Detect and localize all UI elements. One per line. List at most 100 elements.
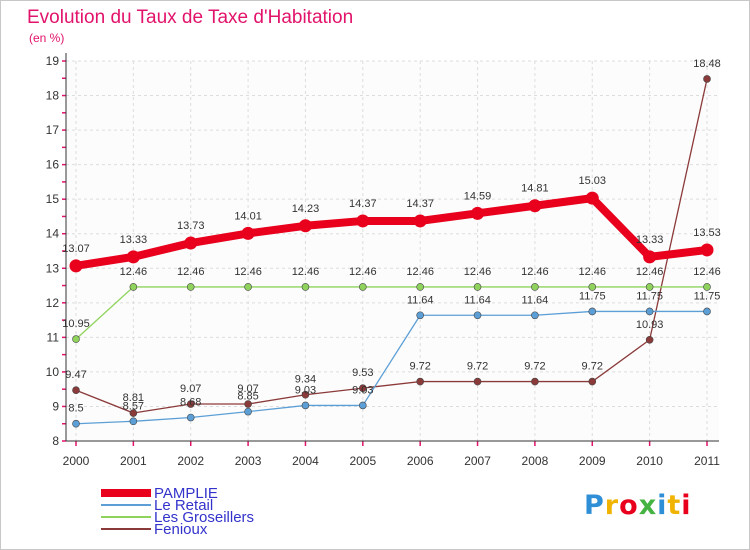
data-point (645, 307, 654, 316)
x-tick-label: 2008 (522, 454, 549, 468)
data-label: 13.33 (636, 234, 664, 246)
x-tick-label: 2009 (579, 454, 606, 468)
data-label: 14.23 (292, 203, 320, 215)
data-label: 9.53 (352, 367, 373, 379)
data-label: 12.46 (636, 266, 664, 278)
data-point (416, 311, 424, 320)
data-label: 9.72 (524, 361, 545, 373)
data-label: 9.72 (582, 361, 603, 373)
data-label: 9.07 (180, 383, 201, 395)
axis-layer: 8 9 10 11 12 13 14 15 16 17 18 19 2000 2001 2002 2003 20… (46, 53, 720, 468)
data-label: 12.46 (120, 266, 148, 278)
data-point (301, 390, 310, 399)
data-point (129, 283, 138, 291)
data-point (356, 214, 370, 228)
data-label: 12.46 (234, 266, 262, 278)
data-point (473, 311, 482, 320)
data-point (531, 377, 539, 386)
data-label: 12.46 (292, 266, 320, 278)
data-label: 9.47 (65, 369, 86, 381)
data-point (186, 413, 195, 422)
legend-label: Les Groseillers (154, 509, 254, 526)
data-point (585, 191, 599, 205)
data-point (703, 283, 711, 291)
data-label: 13.07 (62, 243, 90, 255)
data-label: 8.57 (123, 400, 144, 412)
data-label: 12.46 (177, 266, 205, 278)
data-point (301, 401, 310, 410)
series-line-3 (75, 78, 708, 414)
data-point (359, 384, 367, 392)
data-point (298, 219, 312, 233)
x-tick-label: 2011 (694, 454, 720, 468)
series-layer (69, 75, 714, 428)
data-point (645, 283, 654, 291)
data-label: 8.5 (68, 403, 83, 415)
data-label: 12.46 (521, 266, 549, 278)
data-point (416, 283, 424, 291)
series-line-1 (75, 310, 708, 425)
data-point (471, 206, 485, 220)
y-tick-label: 18 (46, 89, 60, 103)
y-tick-label: 8 (52, 434, 59, 448)
data-label: 13.33 (120, 234, 148, 246)
data-point (588, 377, 597, 386)
data-label: 14.01 (234, 210, 262, 222)
data-point (413, 214, 427, 228)
logo-letter: i (657, 490, 668, 521)
data-label: 8.68 (180, 397, 201, 409)
data-point (531, 311, 539, 320)
legend-label: Le Retail (154, 497, 213, 514)
data-point (244, 407, 252, 416)
legend-label: PAMPLIE (154, 485, 218, 502)
data-label: 11.75 (579, 290, 606, 302)
data-point (186, 400, 195, 408)
x-tick-label: 2002 (177, 454, 204, 468)
data-label: 9.03 (295, 384, 316, 396)
data-label: 12.46 (349, 266, 377, 278)
y-tick-label: 11 (47, 330, 60, 344)
data-point (69, 259, 83, 273)
x-tick-label: 2000 (63, 454, 90, 468)
logo-letter: P (584, 490, 605, 521)
x-tick-label: 2004 (292, 454, 319, 468)
data-point (359, 401, 367, 410)
data-label: 14.37 (349, 198, 377, 210)
data-label: 8.81 (123, 392, 144, 404)
y-tick-label: 17 (46, 123, 60, 137)
proxiti-logo: Proxiti (584, 490, 692, 521)
data-point (129, 409, 138, 417)
data-point (645, 335, 654, 344)
data-point (703, 75, 711, 83)
y-tick-label: 19 (46, 54, 60, 68)
data-label: 12.46 (579, 266, 607, 278)
data-label: 14.59 (464, 190, 492, 202)
data-label: 14.81 (521, 183, 549, 195)
data-point (588, 283, 597, 291)
data-point (129, 417, 138, 426)
chart-unit: (en %) (29, 31, 65, 45)
data-label: 10.95 (62, 318, 90, 330)
x-tick-label: 2003 (235, 454, 262, 468)
logo-letter: o (619, 490, 639, 521)
data-label: 11.64 (522, 294, 549, 306)
data-label: 9.72 (467, 361, 488, 373)
data-point (184, 236, 198, 250)
x-tick-label: 2005 (349, 454, 376, 468)
x-tick-label: 2001 (120, 454, 147, 468)
y-tick-label: 14 (46, 227, 60, 241)
data-point (473, 283, 482, 291)
data-label: 13.53 (693, 227, 721, 239)
series-line-0 (72, 194, 711, 270)
grid-layer (66, 60, 719, 442)
logo-letter: t (667, 490, 682, 521)
data-label: 10.93 (636, 319, 664, 331)
data-label: 12.46 (464, 266, 492, 278)
x-tick-label: 2010 (636, 454, 663, 468)
data-label: 12.46 (693, 266, 721, 278)
data-label: 15.03 (579, 175, 607, 187)
logo-letter: i (681, 490, 692, 521)
